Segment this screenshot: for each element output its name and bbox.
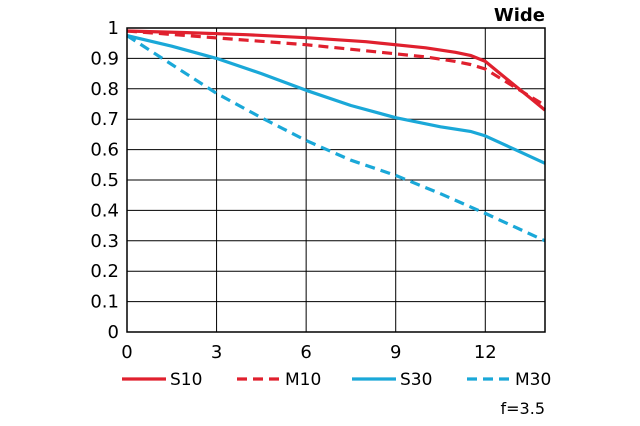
y-tick-label: 0.3: [90, 231, 119, 252]
series-line-m30: [126, 34, 546, 243]
x-tick-label: 3: [211, 342, 222, 363]
y-tick-label: 0.2: [90, 261, 119, 282]
series-line-m10: [126, 29, 546, 107]
legend-label-s10: S10: [170, 370, 202, 390]
aperture-annotation: f=3.5: [501, 399, 545, 418]
x-tick-label: 0: [121, 342, 132, 363]
x-tick-label: 9: [390, 342, 401, 363]
y-tick-label: 1: [108, 18, 119, 39]
series-line-s30: [126, 34, 546, 165]
x-tick-label: 6: [300, 342, 311, 363]
tick-labels: 0 0.1 0.2 0.3 0.4 0.5 0.6 0.7 0.8 0.9 1 0 3 6 9 12: [90, 18, 496, 363]
legend-label-m10: M10: [285, 370, 321, 390]
legend-label-s30: S30: [400, 370, 432, 390]
y-tick-label: 0: [108, 322, 119, 343]
y-tick-label: 0.4: [90, 200, 119, 221]
series-lines: [126, 29, 547, 243]
y-tick-label: 0.1: [90, 292, 119, 313]
y-tick-label: 0.7: [90, 109, 119, 130]
series-line-s10: [126, 29, 547, 112]
y-tick-label: 0.5: [90, 170, 119, 191]
legend-label-m30: M30: [515, 370, 551, 390]
legend: S10 M10 S30 M30: [122, 370, 551, 390]
chart-title: Wide: [494, 5, 545, 26]
plot-frame: [126, 27, 546, 333]
y-tick-label: 0.9: [90, 48, 119, 69]
y-tick-label: 0.6: [90, 140, 119, 161]
x-tick-label: 12: [474, 342, 497, 363]
y-tick-label: 0.8: [90, 79, 119, 100]
grid: [126, 27, 545, 333]
